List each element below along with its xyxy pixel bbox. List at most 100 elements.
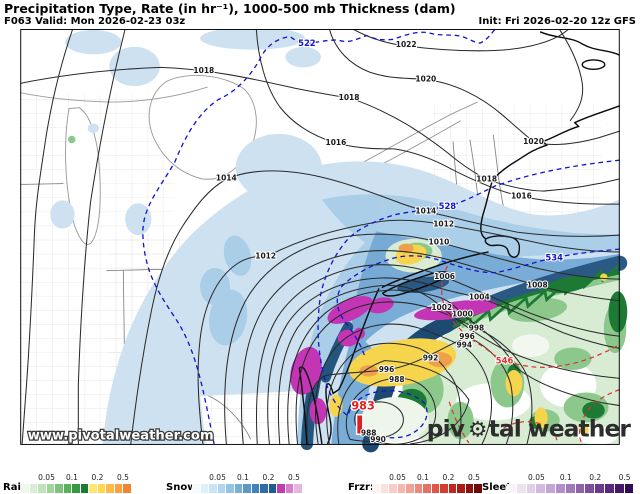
legend-swatch [555, 484, 566, 493]
thickness-label: 546 [496, 355, 514, 365]
isobar-label: 1016 [326, 138, 347, 147]
legend-bar-sleet [507, 484, 635, 493]
legend-swatch [277, 484, 286, 493]
isobar-label: 1000 [452, 310, 473, 319]
isobar-label: 1020 [415, 74, 436, 83]
thickness-label: 534 [545, 252, 563, 262]
legend-tick-label: 0.05 [209, 473, 226, 482]
legend-swatch [565, 484, 576, 493]
isobar-label: 1018 [193, 66, 214, 75]
legend-bar-snow [192, 484, 303, 493]
legend-ticks-snow: 0.05 0.1 0.2 0.5 [192, 473, 303, 482]
legend-swatch [243, 484, 252, 493]
thickness-label: 528 [439, 201, 457, 211]
legend-swatch [226, 484, 235, 493]
legend-swatch [414, 484, 423, 493]
legend-swatch [604, 484, 615, 493]
legend-swatch [575, 484, 586, 493]
isobar-label: 1020 [523, 137, 544, 146]
legend-label-snow: Snow: [166, 482, 201, 493]
isobar-label: 988 [361, 429, 377, 438]
legend-tick-label: 0.2 [442, 473, 455, 482]
legend-swatch [380, 484, 389, 493]
legend-swatch [200, 484, 209, 493]
legend-tick-label: 0.1 [237, 473, 249, 482]
legend-swatch [114, 484, 123, 493]
legend-swatch [217, 484, 226, 493]
legend-swatch [97, 484, 106, 493]
legend-swatch [546, 484, 556, 493]
legend-swatch [285, 484, 294, 493]
legend-swatch [536, 484, 547, 493]
legend-swatch [89, 484, 98, 493]
forecast-map: 983 L www.pivotalweather.com piv ⚙ tal w… [20, 27, 632, 453]
legend-label-rain: Rain: [3, 482, 32, 493]
legend-swatch [389, 484, 398, 493]
isobar-label: 1018 [476, 175, 497, 184]
legend-tick-label: 0.1 [66, 473, 78, 482]
legend-swatch [251, 484, 260, 493]
watermark: www.pivotalweather.com [28, 428, 214, 443]
isobar-label: 1016 [511, 192, 532, 201]
legend-swatch [192, 484, 201, 493]
isobar-label: 1018 [339, 93, 360, 102]
isobar-label: 990 [370, 435, 386, 444]
isobar-label: 1010 [429, 237, 450, 246]
legend-tick-label: 0.1 [559, 473, 572, 482]
legend-swatch [234, 484, 243, 493]
legend-label-sleet: Sleet: [482, 482, 515, 493]
valid-time-label: F063 Valid: Mon 2026-02-23 03z [4, 16, 186, 27]
legend-tick-label: 0.5 [117, 473, 129, 482]
isobar-label: 992 [423, 354, 439, 363]
map-header: Precipitation Type, Rate (in hr⁻¹), 1000… [0, 0, 640, 29]
legend-ticks-rain: 0.05 0.1 0.2 0.5 [21, 473, 132, 482]
legend-bar-frzr [372, 484, 483, 493]
coastline [298, 31, 621, 445]
legend-tick-label: 0.5 [468, 473, 480, 482]
isobar-label: 996 [379, 365, 395, 374]
low-pressure-marker: 983 L [350, 398, 376, 441]
legend-swatch [21, 484, 30, 493]
thickness-contours-red [441, 265, 621, 445]
low-value-label: 983 [351, 399, 374, 412]
legend-swatch [209, 484, 218, 493]
legend-label-frzr: Frzr: [348, 482, 374, 493]
legend-swatch [372, 484, 381, 493]
isobar-label: 1008 [527, 281, 548, 290]
low-symbol: L [355, 411, 371, 440]
legend-tick-label: 0.2 [91, 473, 104, 482]
legend-swatch [123, 484, 132, 493]
legend-tick-label: 0.5 [288, 473, 300, 482]
legend-swatch [526, 484, 537, 493]
isobar-label: 1012 [255, 251, 276, 260]
low-center-clearing [361, 397, 429, 443]
map-canvas: 983 L www.pivotalweather.com piv ⚙ tal w… [0, 27, 640, 473]
legend-swatch [29, 484, 38, 493]
legend-swatch [46, 484, 55, 493]
isobar-label: 1012 [433, 220, 454, 229]
legend-swatch [585, 484, 596, 493]
isobar-label: 1014 [216, 174, 237, 183]
isobar-label: 994 [456, 340, 472, 349]
gear-icon: ⚙ [468, 417, 486, 442]
legend-ticks-sleet: 0.05 0.1 0.2 0.5 [507, 473, 635, 482]
legend-swatch [397, 484, 406, 493]
legend-tick-label: 0.05 [389, 473, 406, 482]
legend-ticks-frzr: 0.05 0.1 0.2 0.5 [372, 473, 483, 482]
legend-swatch [457, 484, 466, 493]
lake-huron [148, 75, 257, 180]
legend-swatch [268, 484, 277, 493]
legend-tick-label: 0.5 [618, 473, 631, 482]
legend-swatch [80, 484, 89, 493]
isobar-label: 1002 [431, 303, 452, 312]
precip-legend: Rain: 0.05 0.1 0.2 0.5 Snow: 0.05 0.1 0.2 0.5 … [0, 473, 640, 494]
legend-swatch [294, 484, 303, 493]
legend-swatch [423, 484, 432, 493]
legend-bar-rain [21, 484, 132, 493]
isobar-label: 1004 [469, 293, 490, 302]
legend-tick-label: 0.05 [38, 473, 55, 482]
legend-swatch [38, 484, 47, 493]
logo-text-post: tal weather [489, 414, 632, 442]
legend-swatch [624, 484, 635, 493]
legend-swatch [63, 484, 72, 493]
